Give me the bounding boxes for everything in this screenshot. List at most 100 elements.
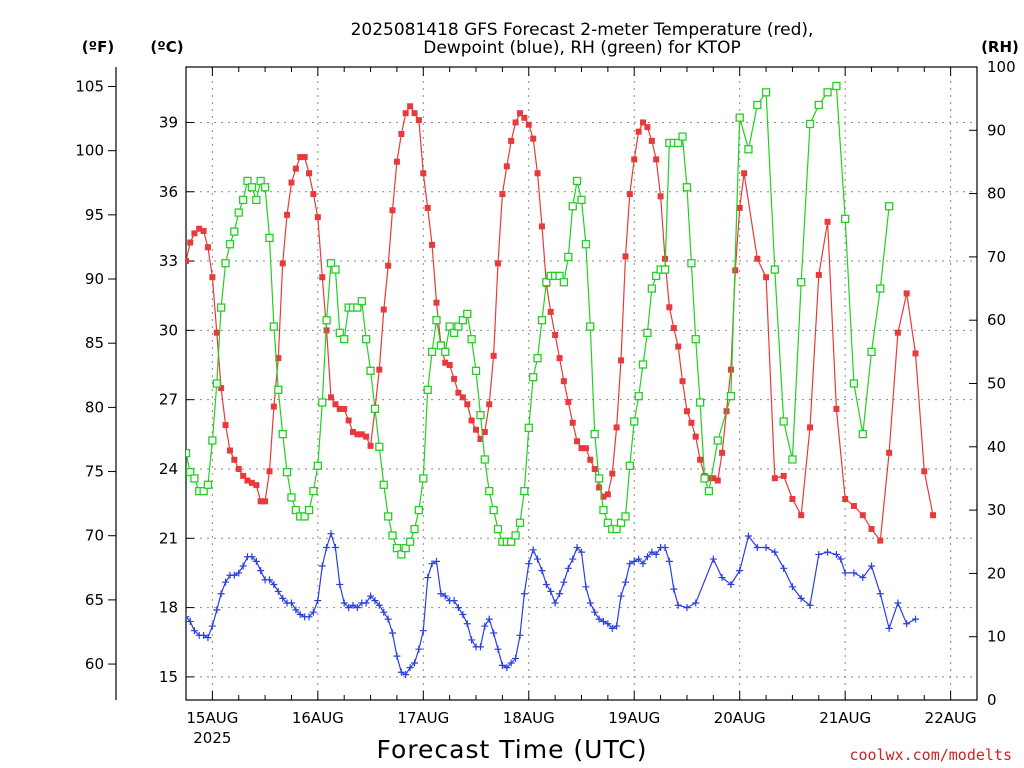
rh-point (849, 379, 859, 388)
dewpoint-point (345, 604, 353, 612)
dewpoint-point (428, 560, 436, 568)
x-tick-label: 22AUG (925, 709, 977, 727)
2-meter-temperature-point (332, 401, 339, 408)
2-meter-temperature-point (459, 394, 466, 401)
rh-point (647, 284, 656, 293)
fahrenheit-tick-label: 85 (85, 334, 104, 352)
rh-point (467, 335, 476, 344)
dewpoint-point (323, 544, 331, 552)
dewpoint-point (371, 597, 379, 605)
2-meter-temperature-point (240, 472, 247, 479)
rh-point (304, 505, 314, 515)
2-meter-temperature-point (552, 331, 559, 338)
2-meter-temperature-point (402, 110, 409, 117)
2-meter-temperature-point (292, 165, 299, 172)
dewpoint-point (222, 578, 230, 586)
rh-point (282, 467, 292, 477)
2-meter-temperature-point (349, 429, 356, 436)
2-meter-temperature-point (868, 526, 875, 533)
rh-tick-label: 30 (987, 501, 1006, 519)
gridlines (186, 67, 977, 700)
dewpoint-point (762, 544, 770, 552)
dewpoint-point (753, 544, 761, 552)
rh-point (590, 429, 599, 439)
2-meter-temperature-point (618, 357, 625, 364)
dewpoint-point (850, 569, 858, 577)
2-meter-temperature-point (754, 255, 761, 262)
rh-point (770, 265, 779, 274)
2-meter-temperature-point (903, 290, 910, 297)
rh-point (753, 100, 762, 110)
celsius-tick-label: 15 (159, 668, 178, 686)
2-meter-temperature-point (301, 154, 308, 161)
rh-point (291, 505, 301, 515)
rh-line (186, 84, 890, 556)
rh-point (445, 322, 454, 331)
2-meter-temperature-point (596, 484, 603, 491)
2-meter-temperature-point (341, 405, 348, 412)
2-meter-temperature-point (631, 156, 638, 163)
rh-point (357, 297, 366, 306)
x-tick-label: 20AUG (714, 709, 766, 727)
rh-point (572, 176, 582, 186)
dewpoint-point (190, 627, 198, 635)
rh-point (761, 88, 771, 97)
rh-point (537, 316, 547, 325)
rh-point (397, 550, 406, 559)
2-meter-temperature-point (763, 274, 770, 281)
rh-point (704, 486, 714, 496)
2-meter-temperature-point (508, 137, 515, 144)
dewpoint-point (186, 613, 190, 621)
2-meter-temperature-point (626, 191, 633, 198)
dewpoint-point (718, 574, 726, 582)
x-axis-title: Forecast Time (UTC) (377, 735, 648, 764)
2-meter-temperature-point (336, 405, 343, 412)
rh-point (225, 240, 235, 249)
dewpoint-point (459, 611, 467, 619)
dewpoint-point (266, 576, 274, 584)
rh-point (436, 341, 446, 350)
rh-point (696, 398, 705, 407)
rh-point (779, 417, 788, 426)
rh-point (555, 271, 564, 281)
2-meter-temperature-point (727, 366, 734, 373)
rh-tick-label: 100 (987, 58, 1016, 76)
2-meter-temperature-point (877, 537, 884, 544)
rh-point (252, 195, 261, 205)
2-meter-temperature-point (705, 475, 712, 482)
rh-point (700, 474, 709, 483)
celsius-tick-label: 24 (159, 460, 178, 478)
dewpoint-point (441, 592, 449, 600)
2-meter-temperature-point (574, 438, 581, 445)
2-meter-temperature-point (547, 308, 554, 315)
rh-point (480, 455, 489, 464)
2-meter-temperature-series (186, 103, 937, 544)
dewpoint-point (643, 553, 651, 561)
rh-point (340, 335, 349, 344)
source-credit: coolwx.com/modelts (849, 746, 1012, 764)
dewpoint-point (736, 567, 744, 575)
rh-point (823, 88, 832, 97)
rh-point (423, 385, 432, 394)
rh-point (542, 278, 551, 287)
2-meter-temperature-point (433, 299, 440, 306)
dewpoint-point (406, 664, 414, 672)
rh-tick-label: 40 (987, 438, 1006, 456)
2-meter-temperature-point (657, 193, 664, 200)
2-meter-temperature-point (833, 405, 840, 412)
dewpoint-point (788, 583, 796, 591)
rh-point (726, 392, 736, 401)
x-tick-label: 17AUG (397, 709, 449, 727)
x-tick-label: 21AUG (819, 709, 871, 727)
dewpoint-point (213, 606, 221, 614)
dewpoint-point (832, 550, 840, 558)
rh-point (326, 259, 336, 268)
2-meter-temperature-point (578, 445, 585, 452)
rh-tick-label: 90 (987, 121, 1006, 139)
rh-point (630, 417, 639, 426)
2-meter-temperature-point (494, 260, 501, 267)
dewpoint-point (490, 629, 498, 637)
2-meter-temperature-point (279, 260, 286, 267)
dewpoint-point (367, 592, 375, 600)
dewpoint-point (621, 578, 629, 586)
